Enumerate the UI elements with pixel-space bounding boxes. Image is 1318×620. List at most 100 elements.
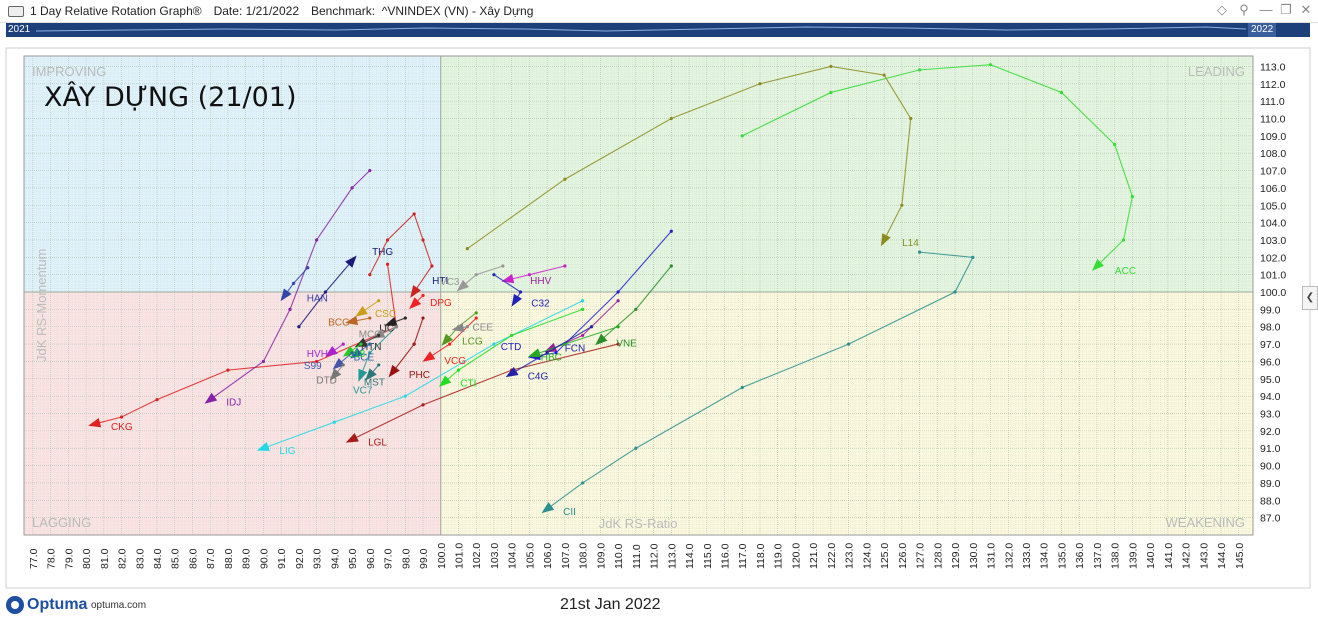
point-ckg-4 xyxy=(155,398,159,402)
series-c32[interactable]: C32 xyxy=(492,273,550,310)
series-l14[interactable]: L14 xyxy=(465,64,919,251)
x-tick-label: 119.0 xyxy=(773,543,785,569)
point-vcg-1 xyxy=(448,342,452,346)
y-tick-label: 103.0 xyxy=(1260,235,1286,247)
series-hti[interactable]: HTI xyxy=(368,212,448,298)
label-han: HAN xyxy=(307,294,328,305)
point-cti-2 xyxy=(456,368,461,372)
x-tick-label: 101.0 xyxy=(453,543,465,569)
label-cii: CII xyxy=(563,507,576,518)
label-dtd: DTD xyxy=(316,375,337,386)
series-htn[interactable]: HTN xyxy=(354,333,382,353)
x-tick-label: 105.0 xyxy=(524,543,536,569)
series-bcg[interactable]: BCG xyxy=(328,315,372,329)
x-tick-label: 94.0 xyxy=(329,548,341,569)
head-vc7 xyxy=(358,368,368,382)
label-s99: S99 xyxy=(304,361,322,372)
series-han[interactable]: HAN xyxy=(280,266,328,305)
series-acc[interactable]: ACC xyxy=(740,63,1136,277)
series-dtd[interactable]: DTD xyxy=(316,363,345,386)
x-tick-label: 91.0 xyxy=(276,548,288,569)
point-cii-4 xyxy=(740,385,744,390)
x-tick-label: 140.0 xyxy=(1145,543,1157,569)
point-lig-1 xyxy=(492,342,496,346)
series-csc[interactable]: CSC xyxy=(355,299,396,320)
point-acc-3 xyxy=(988,63,993,67)
head-cti xyxy=(438,375,452,387)
series-cee[interactable]: CEE xyxy=(451,322,494,333)
side-panel-toggle[interactable]: ❮ xyxy=(1302,286,1318,310)
series-mcg[interactable]: MCG xyxy=(359,325,399,340)
point-l18-0 xyxy=(359,342,363,346)
window-titlebar: 1 Day Relative Rotation Graph® Date: 1/21… xyxy=(0,0,1318,23)
trail-idj xyxy=(209,170,371,401)
series-cii[interactable]: CII xyxy=(541,250,975,518)
label-hhv: HHV xyxy=(530,276,551,287)
series-cti[interactable]: CTI xyxy=(438,307,585,389)
series-hbc[interactable]: HBC xyxy=(528,325,620,364)
restore-icon[interactable]: ❐ xyxy=(1280,2,1292,17)
x-tick-label: 125.0 xyxy=(879,543,891,569)
series-s99[interactable]: S99 xyxy=(304,351,354,372)
series-thg[interactable]: THG xyxy=(297,247,393,329)
label-lig: LIG xyxy=(279,446,295,457)
chart-title: XÂY DỰNG (21/01) xyxy=(44,81,296,113)
point-mcg-0 xyxy=(394,325,399,329)
x-tick-label: 80.0 xyxy=(81,548,93,569)
point-acc-5 xyxy=(1113,142,1117,147)
point-lgl-2 xyxy=(421,403,425,407)
series-bce[interactable]: BCE xyxy=(349,342,375,364)
y-tick-label: 91.0 xyxy=(1260,443,1281,455)
head-hvh xyxy=(325,345,338,357)
x-tick-label: 99.0 xyxy=(418,548,430,569)
point-cii-5 xyxy=(634,446,638,450)
pin-icon[interactable]: ⚲ xyxy=(1239,2,1249,17)
x-tick-label: 115.0 xyxy=(702,543,714,569)
series-lgl[interactable]: LGL xyxy=(345,342,620,449)
point-lgl-0 xyxy=(616,342,620,346)
series-phc[interactable]: PHC xyxy=(388,316,430,381)
x-tick-label: 139.0 xyxy=(1127,543,1139,569)
x-tick-label: 96.0 xyxy=(365,548,377,569)
point-l14-6 xyxy=(909,116,913,121)
x-tick-label: 100.0 xyxy=(436,543,448,569)
point-l14-7 xyxy=(900,203,904,207)
series-ijc[interactable]: IJC xyxy=(379,316,407,334)
head-bcg xyxy=(345,315,359,326)
x-tick-label: 117.0 xyxy=(737,543,749,569)
point-l14-2 xyxy=(669,116,673,121)
point-cii-6 xyxy=(581,481,585,485)
y-tick-label: 95.0 xyxy=(1260,374,1281,386)
head-vne xyxy=(595,333,608,346)
x-tick-label: 90.0 xyxy=(258,548,270,569)
diamond-icon[interactable]: ◇ xyxy=(1217,2,1227,17)
series-mst[interactable]: MST xyxy=(364,363,385,388)
series-lig[interactable]: LIG xyxy=(256,299,585,457)
series-dpg[interactable]: DPG xyxy=(409,293,452,309)
series-vc3[interactable]: VC3 xyxy=(440,264,505,292)
x-tick-label: 107.0 xyxy=(560,543,572,569)
series-vne[interactable]: VNE xyxy=(595,264,673,350)
x-tick-label: 120.0 xyxy=(790,543,802,569)
timeline-slider[interactable]: 2021 2022 xyxy=(6,23,1310,37)
y-tick-label: 92.0 xyxy=(1260,426,1281,438)
x-tick-label: 144.0 xyxy=(1216,543,1228,569)
series-hvh[interactable]: HVH xyxy=(307,342,345,360)
series-c4g[interactable]: C4G xyxy=(505,325,594,383)
minimize-icon[interactable]: — xyxy=(1259,2,1273,17)
point-cii-3 xyxy=(847,342,851,346)
head-ckg xyxy=(88,418,102,428)
point-hbc-0 xyxy=(616,325,620,329)
trail-cti xyxy=(443,308,583,383)
x-tick-label: 84.0 xyxy=(152,548,164,569)
point-acc-0 xyxy=(740,134,744,138)
x-tick-label: 87.0 xyxy=(205,548,217,569)
y-tick-label: 108.0 xyxy=(1260,148,1286,160)
series-idj[interactable]: IDJ xyxy=(204,168,372,409)
y-tick-label: 102.0 xyxy=(1260,252,1286,264)
point-idj-4 xyxy=(261,359,266,364)
close-icon[interactable]: ✕ xyxy=(1300,2,1312,17)
x-tick-label: 104.0 xyxy=(507,543,519,569)
x-tick-label: 85.0 xyxy=(170,548,182,569)
x-tick-label: 93.0 xyxy=(312,548,324,569)
